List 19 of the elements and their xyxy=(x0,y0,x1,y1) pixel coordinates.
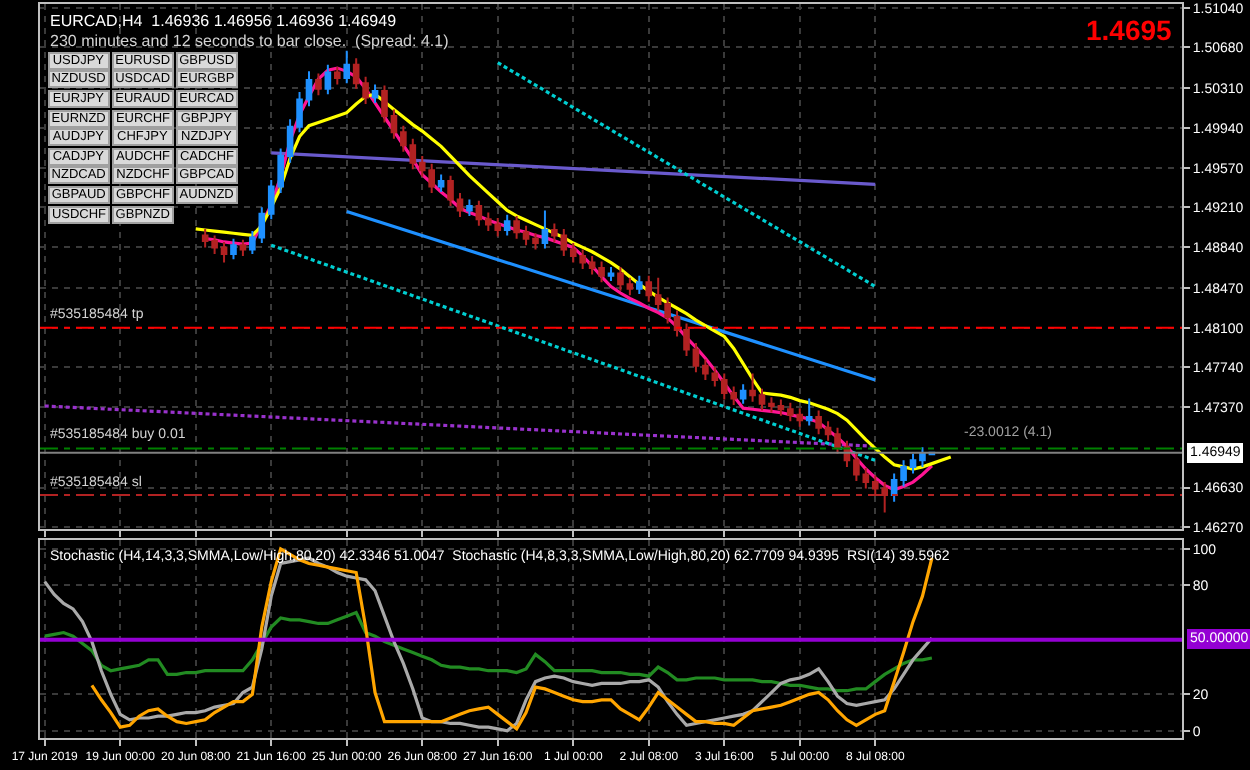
candlestick xyxy=(230,237,237,261)
candlestick xyxy=(333,66,341,86)
candlestick xyxy=(371,83,379,104)
candlestick xyxy=(636,274,643,296)
candlestick xyxy=(324,63,332,96)
text: 230 minutes and 12 seconds to bar close. (Spread: 4.1) xyxy=(50,32,450,50)
candlestick xyxy=(239,238,247,258)
candlestick xyxy=(437,173,445,193)
candlestick xyxy=(466,198,473,217)
candlestick xyxy=(739,383,747,405)
candlestick xyxy=(343,49,351,85)
candlestick xyxy=(805,397,813,427)
candlestick xyxy=(541,209,549,250)
line-series xyxy=(43,610,934,693)
candlestick xyxy=(315,72,322,97)
candlestick xyxy=(503,213,511,237)
annotation: 1.4695 xyxy=(1086,14,1173,46)
text: EURCAD,H4 1.46936 1.46956 1.46936 1.46949 xyxy=(50,12,398,30)
candlestick xyxy=(607,265,615,283)
